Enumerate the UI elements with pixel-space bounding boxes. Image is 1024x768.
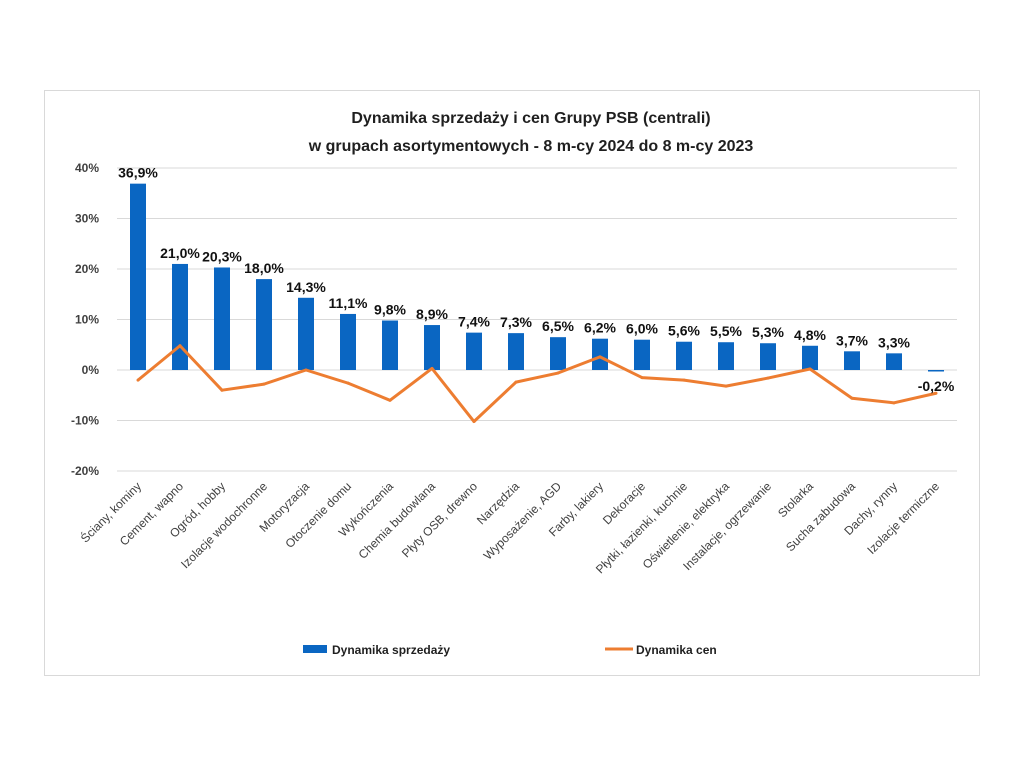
data-label: 3,3% [878, 334, 910, 350]
price-line [136, 344, 938, 424]
data-label: 20,3% [202, 248, 242, 264]
data-labels: 36,9% 21,0% 20,3%18,0%14,3%11,1% 9,8% 8,9% 7,… [118, 165, 955, 394]
line-point-price [262, 382, 266, 386]
bar-sales [172, 263, 188, 370]
line-point-price [346, 381, 350, 385]
data-label: -0,2% [918, 378, 955, 394]
x-category-label: Wyposażenie, AGD [481, 479, 565, 563]
y-tick-label: 10% [75, 313, 99, 327]
bar-sales [508, 333, 524, 370]
data-label: 5,5% [710, 323, 742, 339]
sales-bars [130, 183, 944, 372]
line-point-price [220, 388, 224, 392]
chart-title-line-2: w grupach asortymentowych - 8 m-cy 2024 … [308, 138, 754, 155]
legend: Dynamika sprzedaży Dynamika cen [303, 643, 717, 657]
data-label: 14,3% [286, 279, 326, 295]
line-point-price [430, 366, 434, 370]
x-category-label: Stolarka [775, 479, 816, 520]
line-point-price [178, 344, 182, 348]
line-point-price [808, 367, 812, 371]
line-point-price [724, 384, 728, 388]
bar-sales [256, 279, 272, 370]
bar-sales [886, 353, 902, 370]
data-label: 36,9% [118, 165, 158, 181]
bar-sales [676, 341, 692, 370]
legend-label-sales: Dynamika sprzedaży [332, 643, 450, 657]
line-point-price [136, 378, 140, 382]
data-label: 3,7% [836, 332, 868, 348]
bar-sales [424, 325, 440, 370]
data-label: 9,8% [374, 302, 406, 318]
line-point-price [388, 398, 392, 402]
bar-sales [340, 313, 356, 370]
data-label: 8,9% [416, 306, 448, 322]
legend-swatch-sales [303, 645, 327, 653]
bar-sales [802, 345, 818, 370]
bar-sales [214, 267, 230, 370]
y-tick-label: 40% [75, 161, 99, 175]
chart-title: Dynamika sprzedaży i cen Grupy PSB (cent… [308, 110, 754, 155]
data-label: 7,4% [458, 314, 490, 330]
line-point-price [556, 371, 560, 375]
bar-sales [844, 351, 860, 370]
data-label: 21,0% [160, 245, 200, 261]
bar-sales [466, 332, 482, 370]
line-point-price [304, 368, 308, 372]
data-label: 4,8% [794, 327, 826, 343]
line-point-price [766, 376, 770, 380]
data-label: 6,2% [584, 320, 616, 336]
line-point-price [682, 378, 686, 382]
x-category-label: Płyty OSB, drewno [399, 479, 480, 560]
data-label: 5,6% [668, 323, 700, 339]
bar-sales [928, 370, 944, 372]
x-category-label: Chemia budowlana [356, 479, 439, 562]
y-axis-ticks: 40% 30% 20% 10% 0% -10% -20% [71, 161, 99, 478]
y-tick-label: -10% [71, 414, 99, 428]
line-point-price [850, 396, 854, 400]
y-tick-label: 30% [75, 212, 99, 226]
line-point-price [598, 355, 602, 359]
bar-sales [550, 337, 566, 370]
line-point-price [934, 391, 938, 395]
y-tick-label: 0% [82, 363, 100, 377]
data-label: 5,3% [752, 324, 784, 340]
chart-title-line-1: Dynamika sprzedaży i cen Grupy PSB (cent… [351, 110, 710, 127]
x-category-label: Izolacje termiczne [864, 479, 942, 557]
data-label: 11,1% [329, 295, 368, 311]
bar-sales [718, 342, 734, 370]
bar-sales [760, 343, 776, 370]
line-point-price [472, 420, 476, 424]
bar-sales [130, 183, 146, 370]
chart-svg: Dynamika sprzedaży i cen Grupy PSB (cent… [71, 110, 957, 657]
line-point-price [640, 376, 644, 380]
y-tick-label: 20% [75, 262, 99, 276]
data-label: 6,5% [542, 318, 574, 334]
legend-label-prices: Dynamika cen [636, 643, 717, 657]
bar-sales [382, 320, 398, 370]
bar-sales [634, 339, 650, 370]
line-prices [137, 344, 937, 424]
bar-sales [592, 338, 608, 370]
gridlines [117, 167, 957, 472]
y-tick-label: -20% [71, 464, 99, 478]
chart-container: Dynamika sprzedaży i cen Grupy PSB (cent… [44, 90, 980, 676]
line-point-price [514, 380, 518, 384]
data-label: 6,0% [626, 321, 658, 337]
line-point-price [892, 401, 896, 405]
data-label: 7,3% [500, 314, 532, 330]
bar-sales [298, 297, 314, 370]
data-label: 18,0% [244, 260, 284, 276]
